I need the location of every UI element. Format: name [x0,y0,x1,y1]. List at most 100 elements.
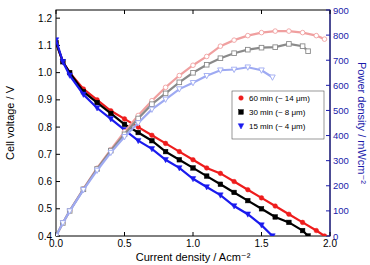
data-point [218,44,223,49]
x-tick-top [330,10,331,14]
data-point [94,106,100,111]
data-point [122,117,127,122]
y2-tick [326,185,330,186]
data-point [232,179,237,184]
data-point [259,68,265,73]
y-tick-label: 0.8 [38,122,52,133]
data-point [190,81,196,86]
series-line [56,31,325,236]
y2-tick-label: 600 [333,80,349,91]
data-point [259,196,264,201]
y-tick [56,18,60,19]
data-point [177,80,182,85]
data-point [270,234,276,236]
data-point [232,38,237,43]
y-tick-label: 0.4 [38,231,52,242]
data-point [314,228,319,233]
data-point [190,177,196,182]
data-point [287,212,292,217]
data-point [231,67,237,72]
data-point [218,193,224,198]
x-tick-label: 0.5 [118,238,132,249]
data-point [204,174,209,179]
y2-tick-label: 100 [333,205,349,216]
y2-tick-label: 400 [333,130,349,141]
legend-marker [238,124,244,129]
y2-tick [326,85,330,86]
y2-tick [326,135,330,136]
y-tick [56,127,60,128]
legend-label: 30 min (~ 8 μm) [249,108,306,117]
data-point [56,234,59,236]
series-markers [56,65,275,236]
data-point [204,166,209,171]
y-tick-label: 1.1 [38,40,52,51]
data-point [245,65,251,70]
y-tick [56,154,60,155]
data-point [163,85,168,90]
x-tick [124,232,125,236]
legend-marker [239,96,244,101]
data-point [218,68,224,73]
data-point [191,70,196,75]
data-point [135,138,141,143]
y2-axis-line [330,10,331,236]
series-line [56,44,308,236]
y2-tick-label: 300 [333,155,349,166]
data-point [150,138,155,143]
x-tick-label: 1.5 [255,238,269,249]
data-point [67,73,73,78]
data-point [273,29,278,34]
plot-area [56,29,327,236]
data-point [94,168,100,173]
data-point [191,166,196,171]
data-point [306,234,311,236]
data-point [322,37,327,42]
data-point [56,38,59,43]
plot-frame [56,10,330,236]
data-point [300,44,305,49]
y2-tick [326,160,330,161]
data-point [232,190,237,195]
data-point [177,87,183,92]
data-point [306,49,311,54]
data-point [108,117,114,122]
data-point [122,122,127,127]
x-tick-top [56,10,57,14]
data-point [150,133,155,138]
y2-tick-label: 800 [333,30,349,41]
y2-axis-label: Power density / mWcm⁻² [356,62,368,184]
data-point [259,206,264,211]
y2-tick-label: 500 [333,105,349,116]
x-tick [193,232,194,236]
x-axis-label: Current density / Acm⁻² [136,251,251,263]
y2-tick [326,110,330,111]
y-tick-label: 1.0 [38,67,52,78]
data-point [218,171,223,176]
data-point [218,56,223,61]
data-point [259,223,265,228]
x-tick [330,232,331,236]
legend-label: 60 min (~ 14 μm) [249,94,310,103]
data-point [67,209,73,214]
y-tick-label: 0.6 [38,176,52,187]
y-tick [56,208,60,209]
data-point [246,47,251,52]
y-tick-label: 0.5 [38,203,52,214]
data-point [108,150,114,155]
y2-tick [326,60,330,61]
data-point [109,111,114,116]
data-point [81,187,87,192]
data-point [163,149,168,154]
y2-tick [326,35,330,36]
data-point [56,234,58,236]
x-tick [261,232,262,236]
data-point [149,107,155,112]
data-point [163,157,169,162]
data-point [191,63,196,68]
data-point [245,212,251,217]
x-tick-top [193,10,194,14]
y-tick [56,99,60,100]
data-point [136,130,141,135]
data-point [60,59,66,64]
